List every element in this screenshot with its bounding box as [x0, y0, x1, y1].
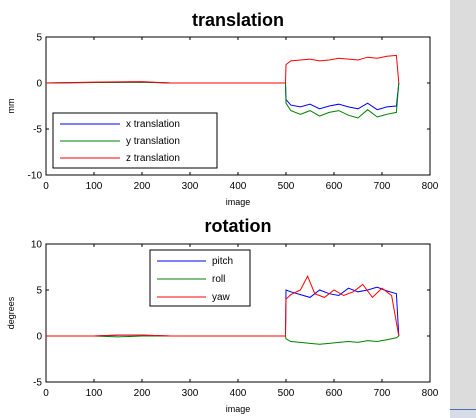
rotation-xtick-label: 100 [86, 388, 103, 399]
rotation-xlabel: image [226, 404, 251, 414]
rotation-legend: pitch roll yaw [149, 249, 251, 307]
rotation-xtick-label: 500 [278, 388, 295, 399]
translation-ytick-label: -10 [28, 171, 43, 182]
legend-label-y-translation: y translation [126, 136, 180, 147]
translation-xtick-label: 100 [86, 181, 103, 192]
rotation-series-line-yaw [46, 275, 400, 337]
rotation-ytick-label: 0 [36, 332, 42, 343]
rotation-xtick-label: 0 [43, 388, 49, 399]
translation-series [45, 54, 400, 119]
rotation-title: rotation [205, 216, 272, 236]
rotation-ytick-label: 10 [31, 240, 43, 251]
legend-label-z-translation: z translation [126, 153, 180, 164]
rotation-series [46, 275, 400, 345]
translation-xtick-label: 600 [326, 181, 343, 192]
legend-label-x-translation: x translation [126, 119, 180, 130]
translation-legend: x translation y translation z translatio… [52, 112, 218, 169]
rotation-legend-box [149, 249, 251, 307]
translation-xtick-label: 800 [422, 181, 439, 192]
rotation-xtick-label: 800 [422, 388, 439, 399]
rotation-xtick-label: 200 [134, 388, 151, 399]
translation-xtick-label: 200 [134, 181, 151, 192]
rotation-plot: rotation 0 100 200 300 400 500 600 700 8001050-5… [6, 216, 439, 414]
translation-ticks: 0 100 200 300 400 500 600 700 800 5 0 -5 -10 [28, 33, 439, 193]
rotation-ytick-label: 5 [36, 286, 42, 297]
translation-ytick-label: 5 [36, 33, 42, 44]
rotation-ytick-label: -5 [33, 378, 42, 389]
translation-xtick-label: 500 [278, 181, 295, 192]
translation-xtick-label: 400 [230, 181, 247, 192]
translation-xlabel: image [226, 197, 251, 207]
rotation-xtick-label: 300 [182, 388, 199, 399]
rotation-xtick-label: 700 [374, 388, 391, 399]
legend-label-roll: roll [212, 274, 225, 285]
translation-ylabel: mm [6, 99, 16, 114]
translation-plot: translation 0 100 200 300 400 500 600 700 80050-… [6, 10, 439, 207]
rotation-axes-box [45, 243, 431, 383]
rotation-xtick-label: 400 [230, 388, 247, 399]
translation-ytick-label: 0 [36, 79, 42, 90]
legend-label-yaw: yaw [212, 292, 231, 303]
rotation-xtick-label: 600 [326, 388, 343, 399]
translation-xtick-label: 700 [374, 181, 391, 192]
window-edge-strip [450, 0, 476, 418]
translation-xtick-label: 0 [43, 181, 49, 192]
legend-label-pitch: pitch [212, 256, 233, 267]
translation-ytick-label: -5 [33, 125, 42, 136]
translation-xtick-label: 300 [182, 181, 199, 192]
rotation-ylabel: degrees [6, 296, 16, 329]
translation-series-line-z-translation [45, 54, 400, 84]
translation-title: translation [192, 10, 284, 30]
